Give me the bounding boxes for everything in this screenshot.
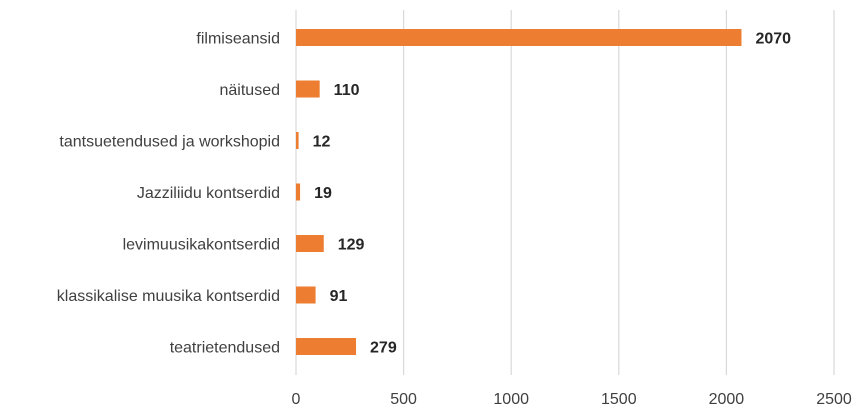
data-label: 91 bbox=[330, 288, 348, 305]
category-label: Jazziliidu kontserdid bbox=[137, 185, 280, 202]
bars bbox=[296, 29, 742, 355]
bar bbox=[296, 80, 320, 98]
data-label: 129 bbox=[338, 237, 365, 254]
data-label: 2070 bbox=[755, 31, 791, 48]
data-label: 12 bbox=[313, 134, 331, 151]
value-labels: 2070 110 12 19 129 91 279 bbox=[313, 31, 792, 357]
x-axis-tick-labels: 0 500 1000 1500 2000 2500 bbox=[292, 391, 852, 408]
bar bbox=[296, 235, 324, 252]
x-tick-label: 2000 bbox=[709, 391, 745, 408]
category-label: näitused bbox=[220, 82, 281, 99]
category-label: filmiseansid bbox=[196, 31, 280, 48]
bar bbox=[296, 286, 316, 304]
x-tick-label: 0 bbox=[292, 391, 301, 408]
bar bbox=[296, 29, 742, 46]
bar bbox=[296, 132, 299, 149]
category-label: tantsuetendused ja workshopid bbox=[59, 134, 280, 151]
x-tick-label: 1500 bbox=[601, 391, 637, 408]
x-tick-label: 500 bbox=[390, 391, 417, 408]
category-label: klassikalise muusika kontserdid bbox=[57, 288, 280, 305]
category-labels: filmiseansid näitused tantsuetendused ja w… bbox=[57, 31, 280, 357]
category-label: teatrietendused bbox=[170, 340, 280, 357]
data-label: 279 bbox=[370, 340, 397, 357]
bar bbox=[296, 183, 301, 201]
gridlines bbox=[295, 10, 835, 375]
data-label: 19 bbox=[314, 185, 332, 202]
x-tick-label: 1000 bbox=[493, 391, 529, 408]
data-label: 110 bbox=[334, 82, 360, 99]
category-label: levimuusikakontserdid bbox=[123, 237, 280, 254]
x-tick-label: 2500 bbox=[816, 391, 852, 408]
bar bbox=[296, 338, 357, 355]
